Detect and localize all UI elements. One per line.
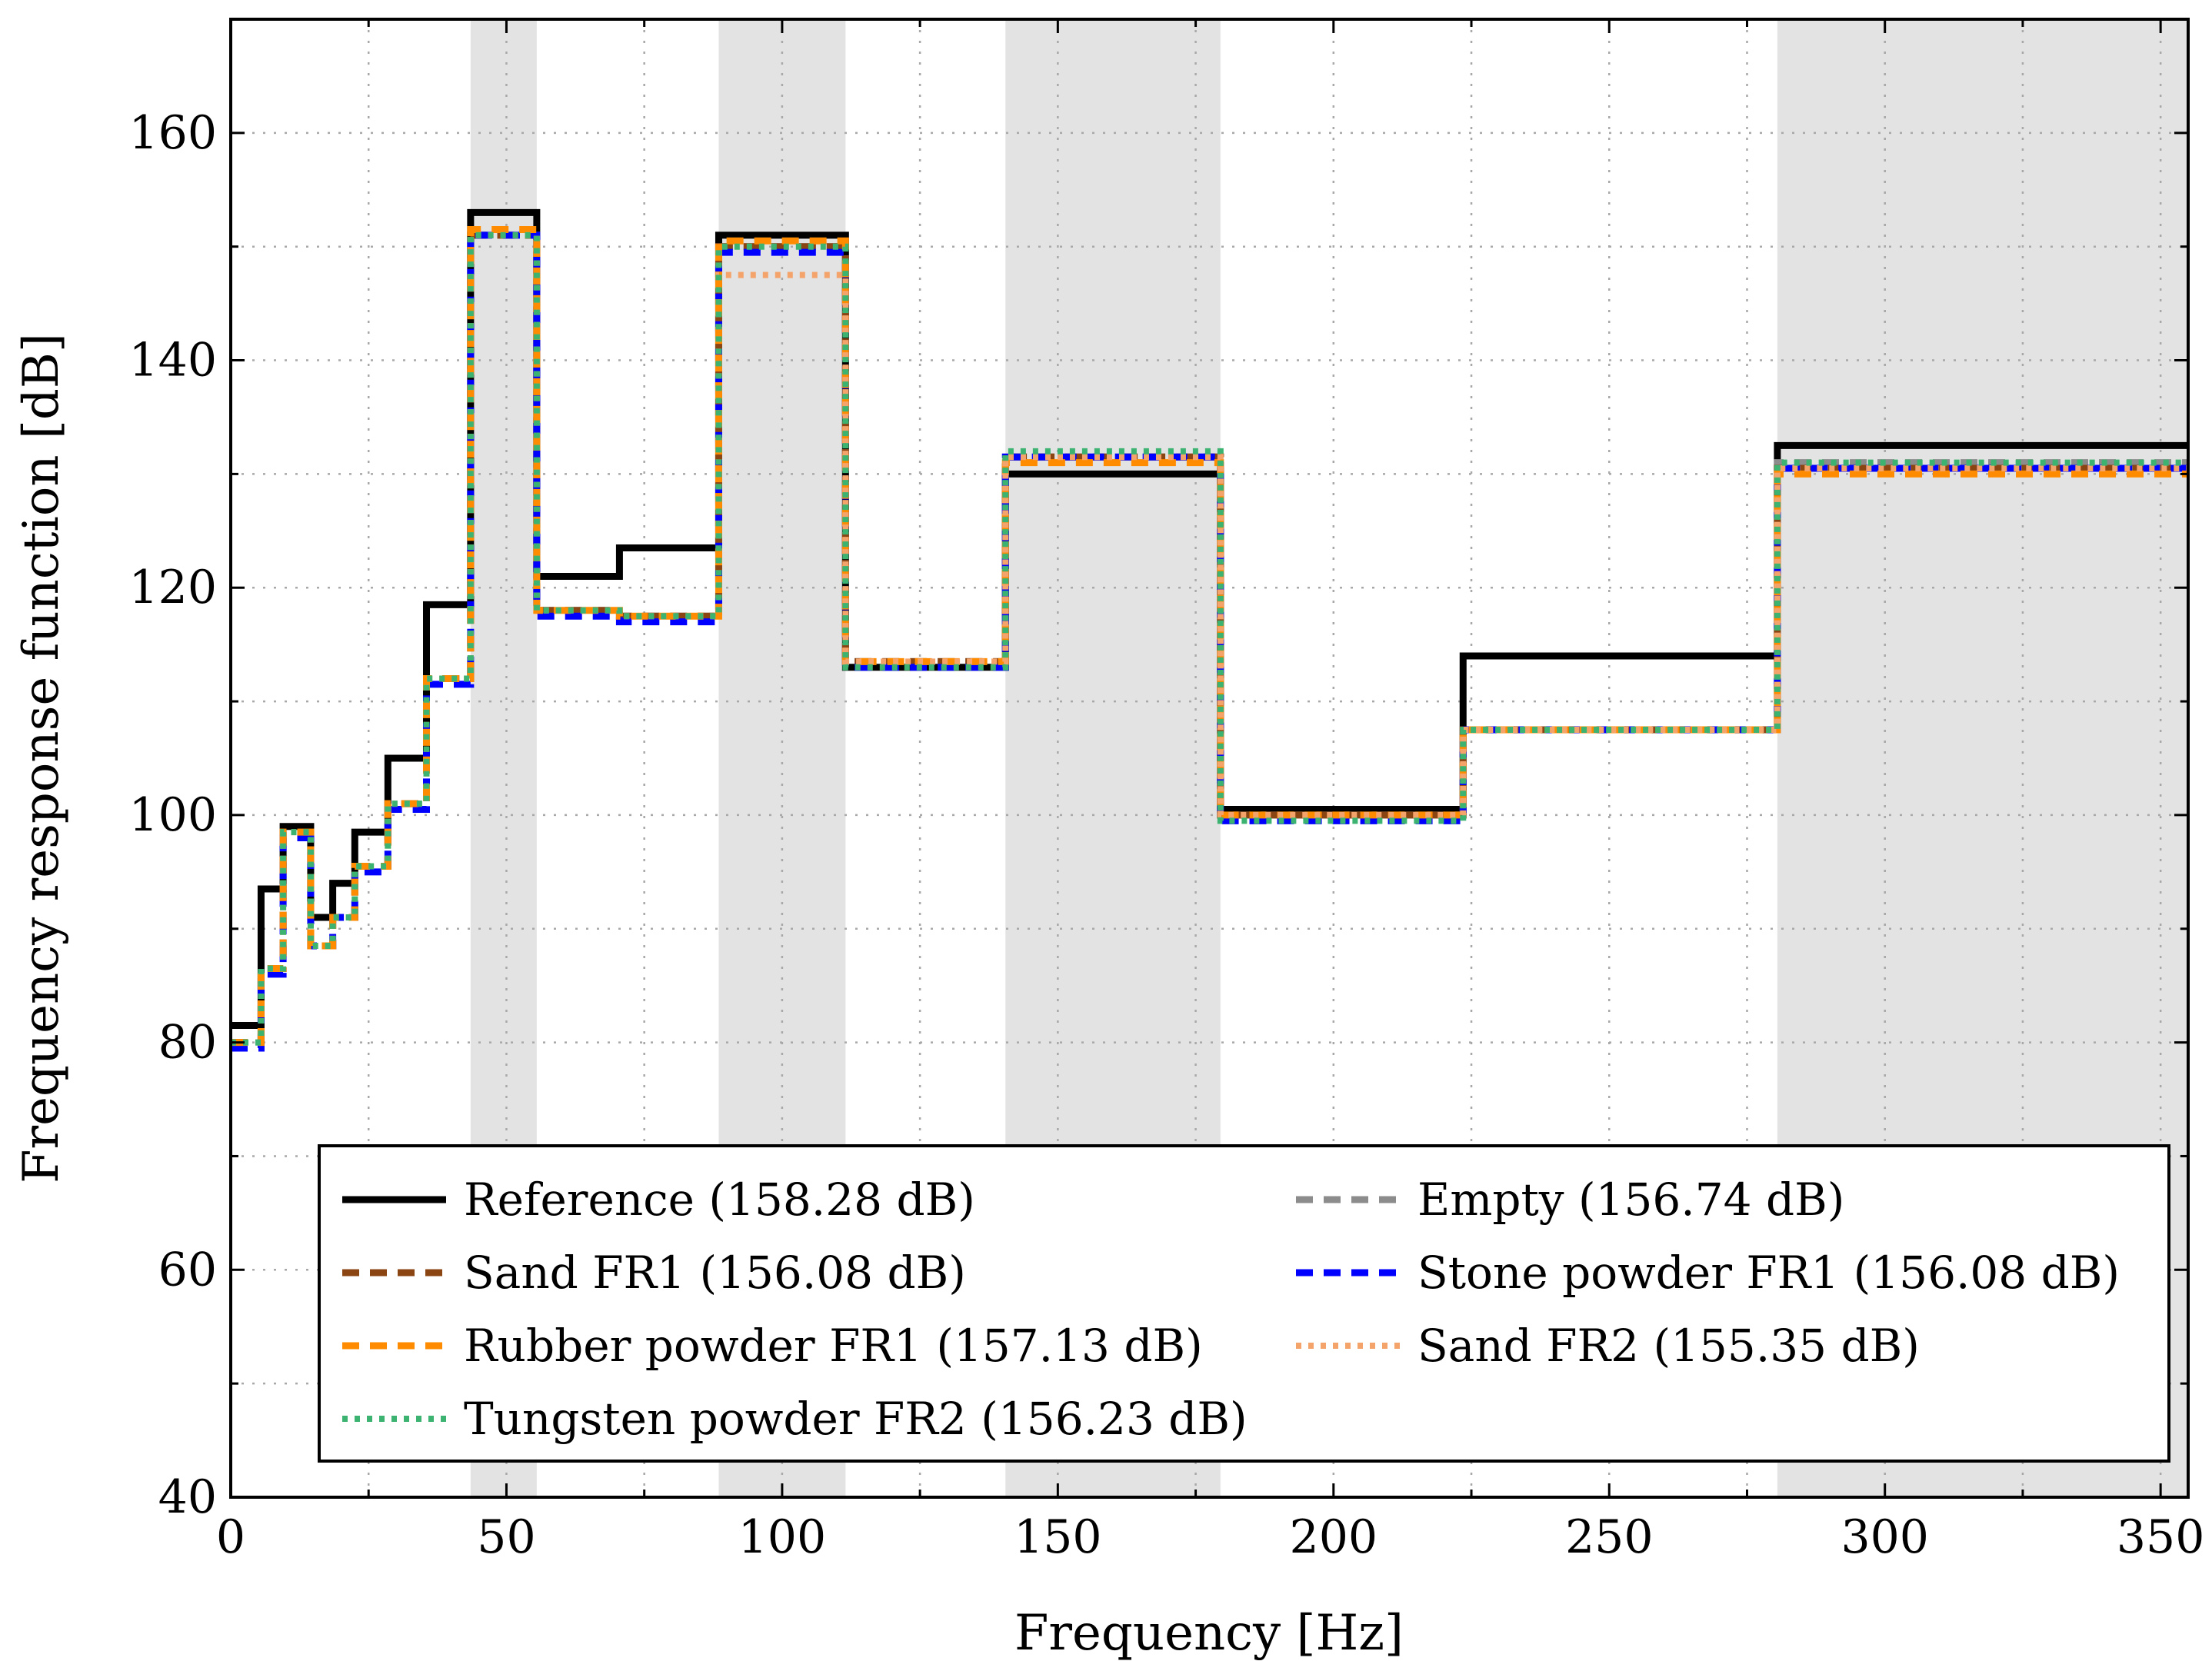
y-tick-label: 60	[158, 1243, 217, 1297]
y-tick-label: 100	[128, 788, 217, 842]
plot-frame	[229, 18, 2190, 1499]
legend-label-6: Tungsten powder FR2 (156.23 dB)	[464, 1393, 1248, 1445]
y-axis-label: Frequency response function [dB]	[13, 333, 70, 1183]
x-tick-label: 200	[1290, 1510, 1378, 1564]
x-tick-label: 50	[477, 1510, 535, 1564]
y-tick-label: 160	[128, 106, 217, 160]
legend-label-1: Empty (156.74 dB)	[1417, 1173, 1844, 1226]
legend: Reference (158.28 dB) Sand FR1 (156.08 dB…	[318, 1144, 2170, 1463]
legend-label-4: Rubber powder FR1 (157.13 dB)	[464, 1320, 1203, 1372]
series-lines	[231, 208, 2188, 1052]
x-tick-label: 350	[2117, 1510, 2205, 1564]
series-line-6	[231, 231, 2188, 1046]
y-tick-label: 40	[158, 1470, 217, 1524]
legend-box	[318, 1144, 2170, 1463]
x-tick-label: 0	[216, 1510, 245, 1564]
y-tick-label: 80	[158, 1016, 217, 1070]
x-axis-label: Frequency [Hz]	[1014, 1605, 1404, 1662]
legend-label-5: Sand FR2 (155.35 dB)	[1417, 1320, 1920, 1372]
y-tick-label: 120	[128, 561, 217, 614]
legend-label-0: Reference (158.28 dB)	[464, 1173, 975, 1226]
x-tick-label: 300	[1841, 1510, 1929, 1564]
legend-label-2: Sand FR1 (156.08 dB)	[464, 1247, 966, 1299]
x-tick-label: 250	[1565, 1510, 1654, 1564]
x-tick-label: 100	[738, 1510, 827, 1564]
axis-ticks: 0 50 100 150 200 250 300 350 40 60 80 100 120 140 160	[128, 19, 2204, 1564]
y-tick-label: 140	[128, 334, 217, 388]
x-tick-label: 150	[1014, 1510, 1102, 1564]
legend-label-3: Stone powder FR1 (156.08 dB)	[1417, 1247, 2120, 1299]
